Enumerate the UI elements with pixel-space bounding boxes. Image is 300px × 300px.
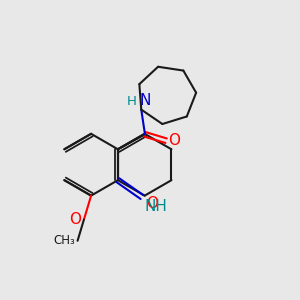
Text: O: O bbox=[70, 212, 82, 227]
Text: O: O bbox=[169, 133, 181, 148]
Text: H: H bbox=[127, 95, 137, 108]
Text: CH₃: CH₃ bbox=[53, 234, 75, 247]
Text: O: O bbox=[146, 196, 158, 211]
Text: NH: NH bbox=[144, 199, 167, 214]
Text: N: N bbox=[140, 93, 151, 108]
